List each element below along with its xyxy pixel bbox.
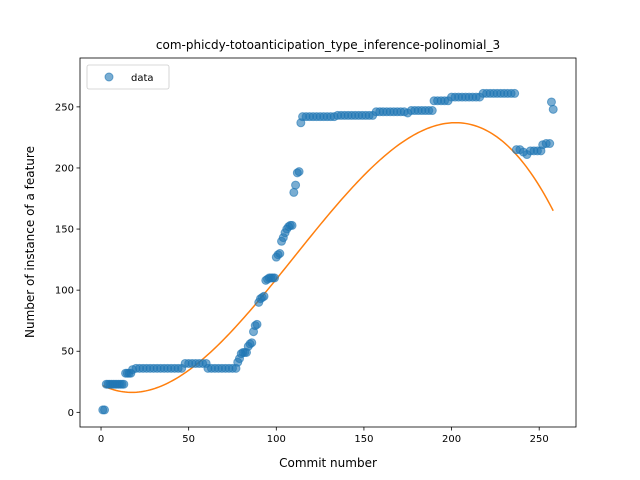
data-point (252, 319, 262, 329)
fit-curve (102, 121, 554, 394)
plot-frame (79, 57, 577, 428)
x-tick-label: 50 (182, 434, 195, 445)
y-tick-label: 0 (68, 408, 74, 419)
data-point (546, 97, 556, 107)
data-point (289, 187, 299, 197)
x-tick-label: 100 (267, 434, 286, 445)
data-point (275, 249, 285, 258)
data-point (545, 139, 555, 149)
data-point (291, 180, 301, 190)
legend-label-data: data (131, 73, 154, 84)
y-axis-label: Number of instance of a feature (23, 146, 37, 338)
legend-box (86, 64, 170, 90)
legend-marker-data (104, 72, 114, 82)
data-point (510, 88, 520, 98)
data-point (119, 379, 129, 389)
y-axis: 0 50 100 150 200 250 (55, 102, 80, 419)
y-tick-label: 50 (61, 347, 74, 358)
x-tick-label: 0 (98, 434, 104, 445)
data-points (98, 88, 558, 415)
data-point (100, 405, 110, 415)
x-tick-label: 250 (530, 434, 549, 445)
data-point (548, 104, 558, 114)
x-axis: 0 50 100 150 200 250 (98, 427, 549, 445)
legend: data (86, 64, 170, 90)
fit-layer (102, 121, 554, 394)
x-tick-label: 150 (354, 434, 373, 445)
y-tick-label: 250 (55, 102, 74, 113)
data-point (287, 220, 297, 230)
data-point (427, 106, 437, 116)
data-point (259, 291, 269, 301)
plot-area (79, 57, 577, 428)
data-point (270, 273, 280, 283)
y-tick-label: 100 (55, 286, 74, 297)
x-tick-label: 200 (442, 434, 461, 445)
data-point (247, 338, 257, 348)
x-axis-label: Commit number (279, 456, 377, 470)
y-tick-label: 150 (55, 225, 74, 236)
chart-title: com-phicdy-totoanticipation_type_inferen… (156, 38, 500, 52)
data-point (294, 167, 304, 177)
y-tick-label: 200 (55, 163, 74, 174)
